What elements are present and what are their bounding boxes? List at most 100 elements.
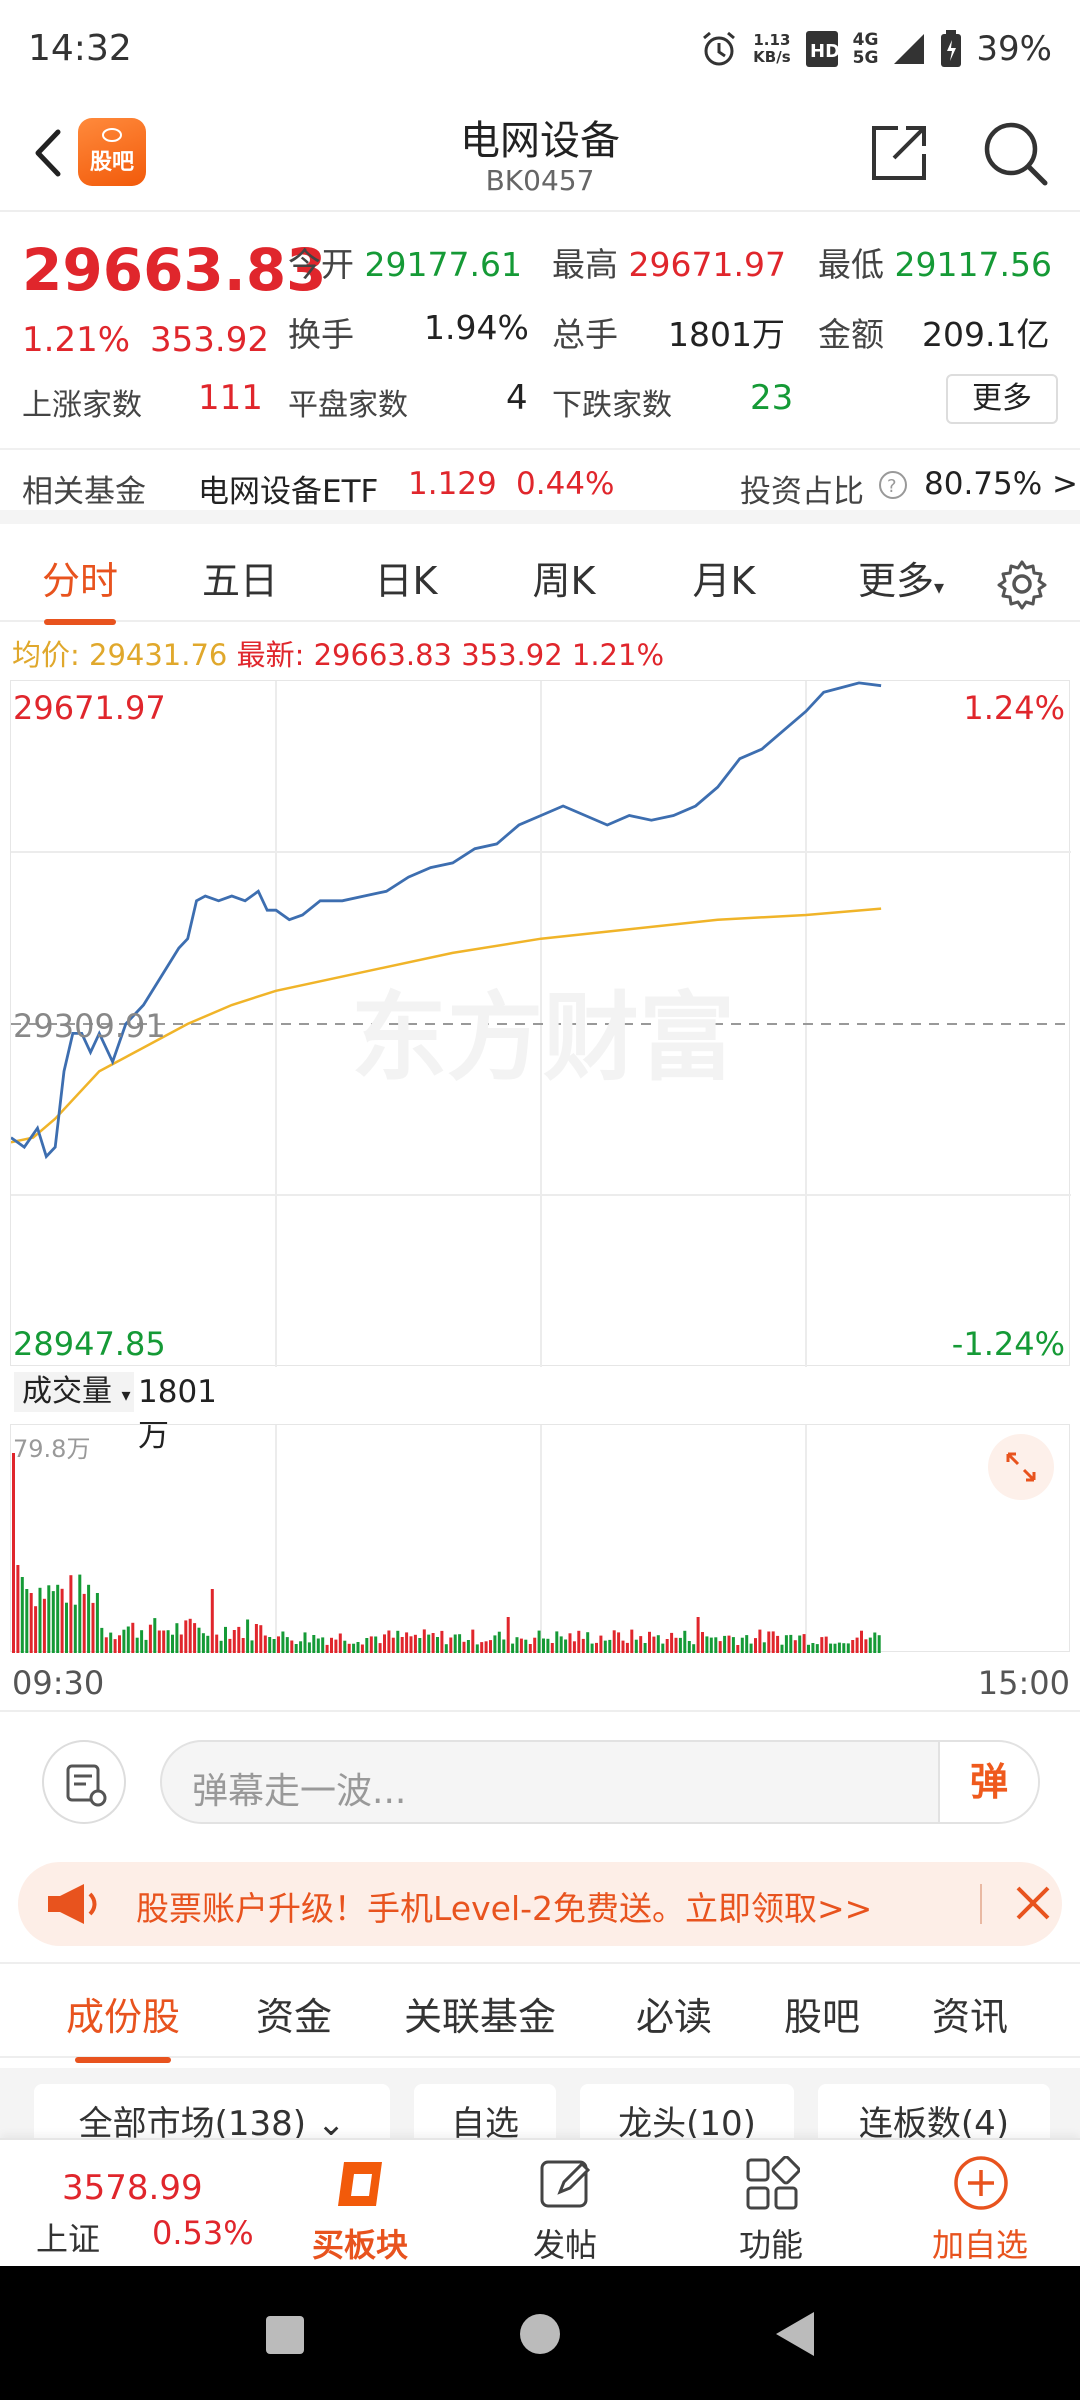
tab-related-fund[interactable]: 关联基金 — [404, 1995, 557, 2039]
tab-more[interactable]: 更多▾ — [857, 559, 945, 603]
more-button[interactable]: 更多 — [946, 374, 1058, 424]
volume-bar — [131, 1622, 135, 1653]
volume-bar — [20, 1577, 24, 1653]
volume-bar — [215, 1634, 219, 1653]
volume-bar — [347, 1643, 351, 1653]
volume-bar — [590, 1643, 594, 1653]
volume-bar — [16, 1565, 20, 1653]
volume-bar — [877, 1635, 881, 1653]
flat-count: 4 — [506, 378, 528, 418]
volume-bar — [383, 1634, 386, 1653]
volume-bar — [135, 1637, 139, 1653]
intraday-chart[interactable]: 东方财富 29671.97 29309.91 28947.85 1.24% -1… — [10, 680, 1071, 1367]
net-speed: 1.13 KB/s — [753, 31, 791, 66]
volume-bar — [303, 1632, 307, 1653]
tab-capital[interactable]: 资金 — [256, 1995, 333, 2039]
home-icon[interactable] — [518, 2312, 562, 2356]
volume-bar — [736, 1645, 740, 1653]
recents-icon[interactable] — [264, 2314, 306, 2356]
volume-bar — [524, 1639, 528, 1653]
tab-weekly-k[interactable]: 周K — [532, 559, 596, 603]
filter-limit-up[interactable]: 连板数(4) — [818, 2084, 1050, 2138]
tab-must-read[interactable]: 必读 — [636, 1995, 713, 2039]
volume-bar — [51, 1591, 55, 1653]
back-nav-icon[interactable] — [774, 2310, 816, 2358]
promo-banner[interactable]: 股票账户升级！手机Level-2免费送。立即领取>> — [18, 1862, 1062, 1946]
battery-icon — [941, 30, 962, 67]
add-watchlist-button[interactable]: 加自选 — [910, 2140, 1050, 2268]
up-count-label: 上涨家数 — [22, 388, 142, 423]
volume-bar — [365, 1638, 369, 1653]
tab-constituents[interactable]: 成份股 — [66, 1986, 180, 2063]
quote-panel: 29663.83 1.21% 353.92 今开 29177.61 最高 296… — [0, 214, 1080, 434]
volume-bar — [625, 1642, 629, 1653]
volume-bar — [29, 1593, 33, 1653]
guba-logo[interactable]: 股吧 — [78, 118, 146, 186]
volume-bar — [656, 1635, 660, 1653]
filter-all-market[interactable]: 全部市场(138) ⌄ — [34, 2084, 390, 2138]
volume-bar — [91, 1602, 95, 1653]
volume-bar — [334, 1639, 338, 1653]
indicator-selector[interactable]: 成交量 ▾ — [14, 1372, 134, 1412]
open-field: 今开 29177.61 — [288, 245, 522, 284]
tab-monthly-k[interactable]: 月K — [692, 559, 756, 603]
volume-bar — [789, 1634, 793, 1653]
volume-bar — [683, 1630, 687, 1653]
buy-sector-button[interactable]: 买板块 — [290, 2140, 430, 2268]
danmu-send-button[interactable]: 弹 — [938, 1742, 1038, 1822]
tab-five-day[interactable]: 五日 — [201, 559, 278, 603]
function-button[interactable]: 功能 — [706, 2140, 836, 2268]
volume-bar — [692, 1644, 696, 1653]
related-fund-row[interactable]: 相关基金 电网设备ETF 1.129 0.44% 投资占比 ? 80.75% > — [0, 448, 1080, 524]
share-icon[interactable] — [868, 122, 930, 184]
tab-news[interactable]: 资讯 — [932, 1995, 1009, 2039]
fund-label: 相关基金 — [22, 474, 146, 510]
last-price: 29663.83 — [22, 236, 327, 304]
down-count: 23 — [750, 378, 794, 418]
danmu-input[interactable]: 弹幕走一波... 弹 — [160, 1740, 1040, 1824]
volume-bar — [471, 1629, 475, 1653]
volume-bar — [378, 1643, 382, 1653]
volume-bar — [148, 1624, 152, 1653]
volume-bar — [162, 1630, 166, 1653]
volume-bar — [802, 1634, 806, 1653]
expand-button[interactable] — [988, 1434, 1054, 1500]
volume-bar — [418, 1638, 422, 1653]
volume-bar — [727, 1635, 731, 1653]
tab-daily-k[interactable]: 日K — [374, 559, 438, 603]
index-ticker[interactable]: 3578.99 上证 0.53% — [36, 2168, 254, 2258]
tab-intraday[interactable]: 分时 — [40, 550, 120, 625]
volume-bar — [246, 1619, 250, 1653]
volume-chart-svg — [12, 1425, 881, 1653]
volume-bar — [696, 1617, 700, 1653]
y-bottom-pct: -1.24% — [951, 1325, 1065, 1363]
volume-bar — [144, 1639, 148, 1653]
volume-bar — [109, 1632, 113, 1653]
alarm-icon — [703, 31, 736, 66]
help-icon[interactable]: ? — [878, 470, 908, 500]
volume-chart[interactable]: 79.8万 — [10, 1424, 1070, 1653]
post-button[interactable]: 发帖 — [500, 2140, 630, 2268]
volume-bar — [360, 1644, 364, 1653]
filter-watchlist[interactable]: 自选 — [414, 2084, 556, 2138]
tab-guba[interactable]: 股吧 — [784, 1995, 861, 2039]
volume-bar — [422, 1629, 426, 1653]
filter-leaders[interactable]: 龙头(10) — [580, 2084, 794, 2138]
volume-bar — [665, 1639, 669, 1653]
close-icon[interactable] — [1010, 1880, 1056, 1926]
gear-icon[interactable] — [996, 558, 1048, 610]
plus-circle-icon — [954, 2156, 1008, 2210]
volume-bar — [126, 1626, 130, 1653]
back-icon[interactable] — [24, 118, 74, 188]
danmu-toggle[interactable] — [42, 1740, 126, 1824]
volume-bar — [701, 1632, 704, 1653]
volume-bar — [369, 1636, 373, 1653]
volume-bar — [674, 1637, 678, 1653]
grid-icon — [746, 2156, 800, 2210]
ratio-value: 80.75% > — [924, 466, 1079, 502]
volume-bar — [718, 1641, 722, 1653]
volume-bar — [661, 1643, 665, 1653]
search-icon[interactable] — [980, 118, 1050, 188]
volume-bar — [489, 1640, 492, 1653]
volume-bar — [749, 1643, 753, 1653]
